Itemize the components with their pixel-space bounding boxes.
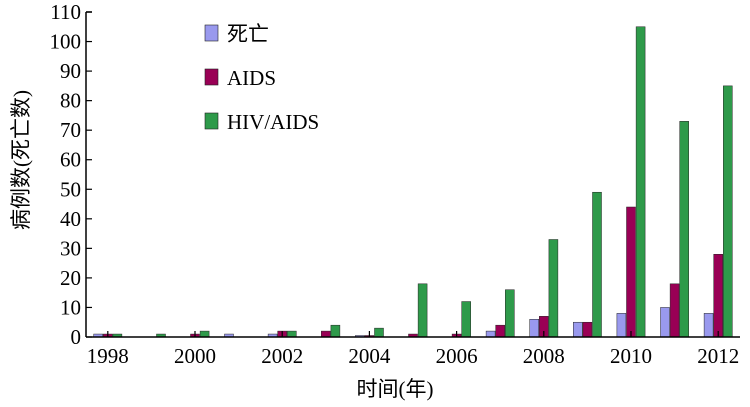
legend-swatch	[204, 112, 219, 130]
y-tick-label: 100	[50, 30, 82, 54]
legend-label: HIV/AIDS	[227, 110, 319, 134]
bar-aids	[713, 254, 723, 338]
y-tick-label: 50	[60, 177, 81, 201]
bar-death	[660, 307, 670, 338]
y-axis-title: 病例数(死亡数)	[9, 90, 33, 230]
legend-label: AIDS	[227, 66, 276, 90]
x-tick-label: 2002	[261, 344, 303, 368]
bar-aids	[669, 283, 680, 338]
y-tick-label: 30	[60, 236, 81, 260]
bar-death	[573, 321, 583, 338]
y-tick-label: 110	[50, 0, 81, 24]
x-tick-label: 2010	[610, 344, 652, 368]
y-tick-label: 80	[60, 89, 81, 113]
x-tick-label: 2004	[348, 344, 391, 368]
bar-death	[616, 313, 627, 338]
x-tick-label: 2008	[523, 344, 565, 368]
y-tick-label: 0	[71, 325, 82, 349]
bar-hiv-aids	[723, 85, 733, 338]
bar-hiv-aids	[374, 327, 384, 338]
y-tick-label: 60	[60, 148, 81, 172]
y-tick-label: 20	[60, 266, 81, 290]
bar-hiv-aids	[679, 121, 689, 338]
bar-hiv-aids	[330, 324, 341, 338]
bar-death	[529, 319, 539, 338]
bar-death	[485, 330, 496, 338]
bar-hiv-aids	[635, 26, 646, 338]
x-tick-label: 2012	[697, 344, 739, 368]
bar-hiv-aids	[505, 289, 515, 338]
bar-aids	[321, 330, 331, 338]
bars-layer	[93, 26, 733, 338]
x-tick-label: 2000	[174, 344, 216, 368]
bar-aids	[495, 324, 505, 338]
legend-label: 死亡	[227, 22, 269, 46]
x-tick-label: 1998	[87, 344, 129, 368]
bar-hiv-aids	[548, 239, 559, 338]
bar-hiv-aids	[461, 301, 471, 338]
y-tick-label: 10	[60, 295, 81, 319]
legend-swatch	[204, 24, 219, 42]
y-tick-label: 90	[60, 59, 81, 83]
bar-hiv-aids	[592, 191, 602, 338]
bar-death	[703, 313, 714, 338]
bar-hiv-aids	[287, 330, 297, 338]
legend: 死亡 AIDS HIV/AIDS	[204, 22, 319, 134]
bar-aids	[582, 321, 593, 338]
bar-aids	[626, 206, 636, 338]
bar-hiv-aids	[417, 283, 428, 338]
x-ticks: 1998 2000 2002 2004 2006 2008 2010 2012	[87, 331, 739, 368]
x-tick-label: 2006	[436, 344, 478, 368]
y-tick-label: 70	[60, 118, 81, 142]
y-tick-label: 40	[60, 207, 81, 231]
bar-hiv-aids	[199, 330, 210, 338]
y-ticks: 0 10 20 30 40 50 60 70 80 90 100 110	[50, 0, 92, 349]
legend-swatch	[204, 68, 219, 86]
x-axis-title: 时间(年)	[357, 377, 434, 401]
